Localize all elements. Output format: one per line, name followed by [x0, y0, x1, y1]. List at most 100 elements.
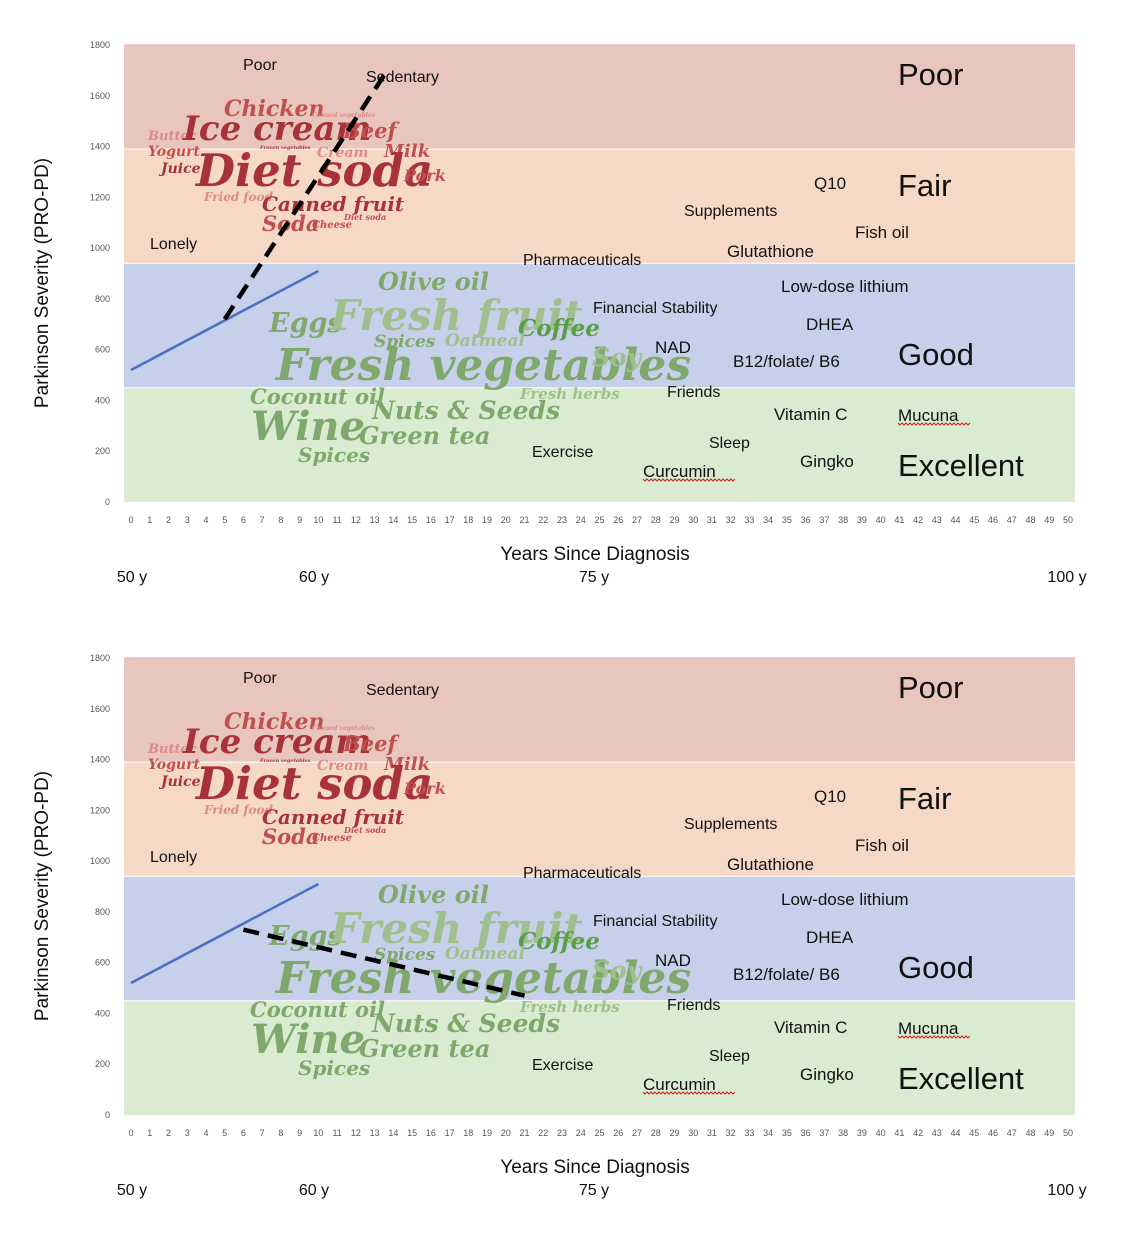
good-food-spices-small: Spices: [374, 945, 436, 965]
factor-exercise: Exercise: [532, 1057, 593, 1074]
factor-financial-stability: Financial Stability: [593, 300, 718, 317]
x-tick-label: 20: [501, 515, 511, 525]
bad-food-beef: Beef: [342, 731, 400, 756]
good-food-fresh-vegetables: Fresh vegetables: [274, 340, 691, 391]
x-tick-label: 20: [501, 1128, 511, 1138]
x-tick-label: 14: [388, 1128, 398, 1138]
y-tick-label: 1600: [90, 704, 110, 714]
x-tick-label: 17: [445, 515, 455, 525]
x-tick-label: 50: [1063, 515, 1073, 525]
bad-food-diet-soda: Diet soda: [194, 144, 433, 197]
good-food-coconut-oil: Coconut oil: [250, 997, 385, 1022]
x-tick-label: 31: [707, 515, 717, 525]
bad-food-yogurt: Yogurt: [148, 144, 200, 160]
factor-mucuna: Mucuna: [898, 406, 959, 425]
x-tick-label: 30: [688, 1128, 698, 1138]
x-tick-label: 28: [651, 1128, 661, 1138]
x-tick-label: 29: [669, 1128, 679, 1138]
bad-food-diet-soda-small: Diet soda: [343, 212, 386, 222]
x-tick-label: 27: [632, 1128, 642, 1138]
spellcheck-squiggle: [897, 1035, 971, 1039]
factor-dhea: DHEA: [806, 315, 854, 334]
x-tick-label: 11: [332, 1128, 341, 1138]
band-excellent: [124, 387, 1075, 502]
x-tick-label: 37: [819, 1128, 829, 1138]
x-tick-label: 26: [613, 515, 623, 525]
band-poor: [124, 45, 1075, 150]
zone-label-fair: Fair: [898, 168, 951, 203]
bad-food-frozen-vegetables: Frozen vegetables: [259, 758, 311, 764]
y-tick-label: 1400: [90, 755, 110, 765]
x-tick-label: 10: [313, 1128, 323, 1138]
bad-food-juice: Juice: [158, 161, 201, 177]
good-food-olive-oil: Olive oil: [378, 267, 489, 296]
x-tick-label: 18: [463, 1128, 473, 1138]
spellcheck-squiggle: [642, 478, 736, 482]
x-tick-label: 13: [370, 515, 380, 525]
bad-food-beef: Beef: [342, 118, 400, 143]
y-tick-label: 0: [105, 497, 110, 507]
y-axis-title: Parkinson Severity (PRO-PD): [32, 158, 53, 408]
x-tick-label: 35: [782, 515, 792, 525]
factor-supplements: Supplements: [684, 203, 777, 220]
age-label: 60 y: [299, 569, 329, 586]
factor-poor-small: Poor: [243, 670, 277, 687]
factor-lonely: Lonely: [150, 849, 197, 866]
factor-supplements: Supplements: [684, 816, 777, 833]
x-tick-label: 39: [857, 515, 867, 525]
bad-food-canned-vegetables: Canned vegetables: [312, 725, 376, 732]
x-tick-label: 25: [594, 1128, 604, 1138]
y-tick-label: 800: [95, 907, 110, 917]
bad-food-canned-fruit: Canned fruit: [262, 192, 405, 216]
bad-food-ice-cream: Ice cream: [182, 722, 371, 762]
factor-friends: Friends: [667, 997, 720, 1014]
age-label: 100 y: [1047, 569, 1086, 586]
x-tick-label: 11: [332, 515, 341, 525]
band-fair: [124, 149, 1075, 264]
x-tick-label: 12: [351, 515, 361, 525]
x-tick-label: 13: [370, 1128, 380, 1138]
x-tick-label: 44: [951, 515, 961, 525]
factor-pharmaceuticals: Pharmaceuticals: [523, 252, 641, 269]
age-label: 50 y: [117, 569, 147, 586]
x-tick-label: 45: [969, 515, 979, 525]
x-tick-label: 44: [951, 1128, 961, 1138]
factor-vitamin-c: Vitamin C: [774, 1018, 847, 1037]
x-tick-label: 18: [463, 515, 473, 525]
zone-label-good: Good: [898, 950, 974, 985]
zone-label-excellent: Excellent: [898, 1061, 1024, 1096]
factor-lonely: Lonely: [150, 236, 197, 253]
factor-b12: B12/folate/ B6: [733, 965, 840, 984]
x-tick-label: 47: [1007, 515, 1017, 525]
x-tick-label: 45: [969, 1128, 979, 1138]
bad-food-milk: Milk: [383, 754, 430, 775]
spellcheck-squiggle: [897, 422, 971, 426]
x-tick-label: 33: [744, 1128, 754, 1138]
factor-low-dose-lithium: Low-dose lithium: [781, 890, 909, 909]
bad-food-canned-vegetables: Canned vegetables: [312, 112, 376, 119]
good-food-wine: Wine: [251, 403, 365, 450]
x-tick-label: 23: [557, 1128, 567, 1138]
good-food-green-tea: Green tea: [359, 421, 490, 450]
x-tick-label: 30: [688, 515, 698, 525]
y-tick-label: 1800: [90, 40, 110, 50]
good-food-fresh-fruit: Fresh fruit: [329, 904, 583, 953]
zone-label-poor: Poor: [898, 670, 963, 705]
spellcheck-squiggle: [642, 1091, 736, 1095]
bad-food-butter: Butter: [147, 742, 197, 757]
x-tick-label: 7: [260, 515, 265, 525]
x-tick-label: 6: [241, 515, 246, 525]
bad-food-cream: Cream: [317, 145, 368, 161]
x-tick-label: 0: [128, 515, 133, 525]
good-food-soy: Soy: [592, 956, 643, 985]
factor-gingko: Gingko: [800, 452, 854, 471]
x-tick-label: 19: [482, 1128, 492, 1138]
age-label: 75 y: [579, 569, 609, 586]
factor-mucuna: Mucuna: [898, 1019, 959, 1038]
good-food-spices: Spices: [298, 443, 370, 467]
x-tick-label: 42: [913, 1128, 923, 1138]
x-tick-label: 16: [426, 515, 436, 525]
factor-nad: NAD: [655, 338, 691, 357]
x-tick-label: 36: [801, 1128, 811, 1138]
